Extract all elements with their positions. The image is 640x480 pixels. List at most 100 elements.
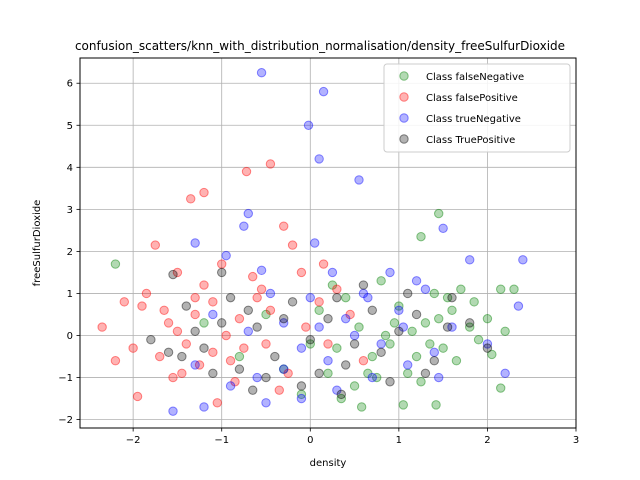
scatter-point-series-3 [217,318,227,328]
scatter-point-series-1 [283,368,293,379]
scatter-point-series-1 [358,356,369,366]
scatter-point-series-2 [500,368,510,379]
scatter-point-series-3 [482,343,493,353]
y-tick-label: 3 [67,205,73,216]
scatter-point-series-0 [442,292,453,303]
scatter-point-series-1 [208,297,218,307]
scatter-point-series-0 [451,356,462,366]
scatter-point-series-0 [394,301,404,311]
scatter-point-series-1 [119,297,129,307]
scatter-point-series-0 [416,231,426,242]
scatter-point-series-2 [385,267,395,278]
scatter-point-series-0 [110,259,121,269]
x-tick-label: 0 [307,435,313,446]
scatter-point-series-1 [177,368,187,379]
scatter-point-series-0 [398,400,408,410]
scatter-point-series-2 [225,381,236,391]
scatter-point-series-0 [438,343,448,353]
scatter-point-series-3 [385,377,395,387]
scatter-point-series-1 [181,339,191,349]
scatter-point-series-2 [438,223,448,233]
scatter-point-series-1 [163,318,174,328]
scatter-point-series-3 [336,389,346,400]
scatter-point-series-0 [323,368,333,379]
x-tick-label: −1 [214,435,229,446]
legend-label: Class trueNegative [426,114,521,125]
scatter-point-series-2 [199,402,209,412]
scatter-point-series-0 [431,400,441,410]
scatter-point-series-2 [256,265,267,276]
scatter-point-series-2 [518,255,528,265]
scatter-point-series-1 [345,309,355,320]
scatter-point-series-1 [212,398,222,408]
scatter-point-series-3 [287,297,298,307]
scatter-point-series-2 [243,208,253,219]
scatter-point-series-1 [287,240,298,250]
legend-label: Class falsePositive [426,93,518,104]
scatter-point-series-1 [199,187,209,198]
scatter-point-series-2 [429,347,439,358]
scatter-point-series-2 [398,322,408,332]
scatter-point-series-1 [172,267,183,278]
scatter-point-series-3 [447,292,457,303]
scatter-point-series-1 [128,343,138,353]
scatter-point-series-1 [256,284,267,294]
scatter-point-series-2 [168,406,178,416]
scatter-point-series-2 [208,309,218,320]
scatter-point-series-1 [248,271,258,282]
scatter-point-series-3 [163,347,174,358]
scatter-point-series-2 [447,322,457,332]
scatter-point-series-0 [496,284,506,294]
scatter-point-series-3 [168,269,178,280]
scatter-point-series-0 [465,322,475,332]
scatter-point-series-0 [403,368,413,379]
scatter-point-series-3 [305,335,315,345]
scatter-point-series-3 [367,305,377,315]
scatter-point-series-2 [318,86,329,97]
scatter-point-series-0 [327,280,338,290]
chart-title: confusion_scatters/knn_with_distribution… [75,39,565,53]
scatter-point-series-2 [349,330,360,341]
scatter-point-series-2 [243,326,253,336]
scatter-point-series-2 [190,238,200,248]
scatter-point-series-3 [411,309,422,320]
scatter-point-series-0 [500,326,510,336]
scatter-point-series-2 [279,364,289,374]
scatter-point-series-3 [442,322,453,332]
legend-marker [399,113,409,123]
scatter-point-series-1 [132,391,143,402]
scatter-point-series-0 [367,351,377,362]
scatter-point-series-0 [314,305,324,315]
y-tick-label: 4 [67,163,73,174]
scatter-point-series-2 [403,360,413,370]
x-tick-label: 2 [484,435,490,446]
scatter-point-series-0 [434,208,444,219]
scatter-point-series-0 [509,284,519,294]
scatter-point-series-1 [110,356,121,366]
scatter-point-series-1 [296,267,307,278]
y-tick-label: 1 [67,289,73,300]
scatter-point-series-1 [190,292,200,303]
scatter-point-series-0 [332,343,342,353]
scatter-point-series-3 [394,326,404,336]
scatter-point-series-3 [358,280,369,290]
scatter-point-series-0 [469,297,479,307]
scatter-point-series-0 [407,326,417,336]
scatter-point-series-0 [380,330,391,341]
scatter-point-series-1 [159,305,169,315]
scatter-point-series-3 [199,343,209,353]
scatter-point-series-3 [208,368,218,379]
y-tick-label: 0 [67,331,73,342]
scatter-point-series-1 [274,385,284,395]
legend-label: Class TruePositive [426,135,515,146]
scatter-point-series-3 [429,356,439,366]
scatter-point-series-3 [270,351,280,362]
scatter-point-series-0 [376,276,386,286]
scatter-point-series-2 [252,372,262,383]
scatter-point-series-3 [181,301,191,311]
scatter-point-series-1 [186,194,196,204]
scatter-point-series-2 [221,250,231,261]
scatter-point-series-1 [172,326,183,336]
scatter-point-series-2 [482,339,493,349]
